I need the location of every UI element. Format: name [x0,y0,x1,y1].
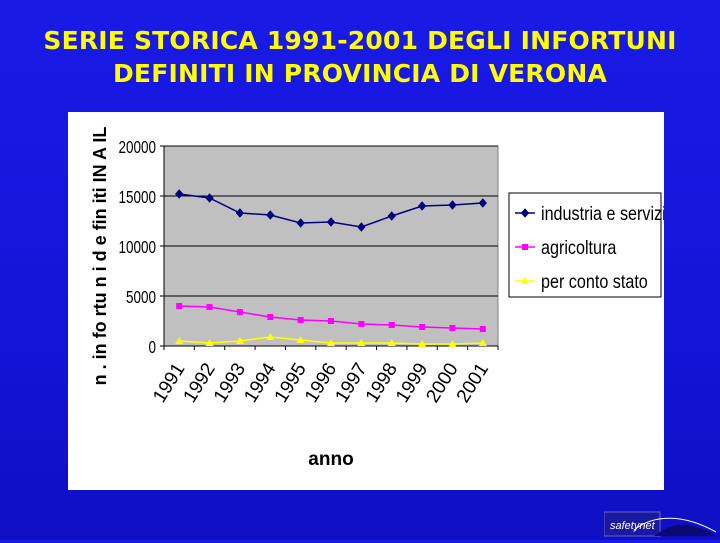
data-point-2 [327,339,335,346]
data-point-0 [357,222,366,232]
x-tick-label: 1996 [301,360,341,407]
x-tick-label: 2000 [422,360,462,407]
slide-title: SERIE STORICA 1991-2001 DEGLI INFORTUNI … [0,24,720,90]
data-point-2 [387,339,396,346]
x-tick-label: 1998 [362,360,402,407]
x-tick-label: 1999 [392,360,432,407]
legend-marker-1 [522,244,528,250]
data-point-2 [357,339,366,346]
y-tick-label: 20000 [118,138,156,157]
y-tick-label: 5000 [126,288,156,307]
x-tick-label: 1991 [149,360,189,407]
x-tick-label: 2001 [453,360,493,407]
data-point-2 [448,340,457,347]
slide-title-line-2: DEFINITI IN PROVINCIA DI VERONA [112,59,607,88]
y-axis-title: n . in fo rtu n i d e fin iti IN A IL [90,127,110,386]
data-point-1 [388,322,395,328]
y-tick-label: 10000 [118,238,156,257]
data-point-1 [479,326,486,332]
legend-label-1: agricoltura [541,237,617,259]
line-chart: 0 5000 10000 15000 20000 19911992199319941995… [90,127,666,470]
chart-panel: 0 5000 10000 15000 20000 1991 1992 1993 1994 1995… [68,112,666,490]
data-point-1 [236,309,243,315]
x-tick-label: 1997 [331,360,371,407]
legend-label-2: per conto stato [541,271,648,293]
data-point-2 [266,333,275,340]
legend-box [508,192,662,298]
y-tick-label: 15000 [118,188,156,207]
data-point-1 [358,321,365,327]
data-point-1 [206,304,213,310]
x-tick-label: 1995 [271,360,311,407]
data-point-0 [296,218,305,228]
data-point-1 [267,314,274,320]
x-tick-label: 1994 [240,359,280,406]
data-point-1 [176,303,183,309]
data-point-1 [449,325,456,331]
data-point-0 [417,201,427,211]
logo-text: safetynet [610,520,656,532]
data-point-0 [266,210,275,220]
safetynet-logo: safetynet [603,510,717,538]
data-point-2 [235,337,244,344]
data-point-0 [448,200,457,210]
data-point-2 [478,339,487,346]
x-tick-label: 1992 [180,360,220,407]
data-point-0 [205,193,214,203]
data-point-0 [387,211,396,221]
x-tick-label: 1993 [210,360,250,407]
legend-marker-2 [521,277,529,284]
data-point-0 [235,208,245,218]
x-axis-title: anno [308,449,353,470]
slide-title-line-1: SERIE STORICA 1991-2001 DEGLI INFORTUNI [43,26,677,55]
data-point-1 [419,324,426,330]
y-tick-label: 0 [148,338,156,357]
legend-marker-0 [520,208,530,218]
legend-label-0: industria e servizi [541,203,664,225]
data-point-0 [478,198,487,208]
data-point-0 [326,217,336,227]
data-point-1 [328,318,334,324]
data-point-2 [418,340,427,347]
data-point-1 [297,317,304,323]
data-point-2 [205,339,214,346]
data-point-0 [175,189,184,199]
data-point-2 [175,337,184,344]
data-point-2 [296,336,305,343]
